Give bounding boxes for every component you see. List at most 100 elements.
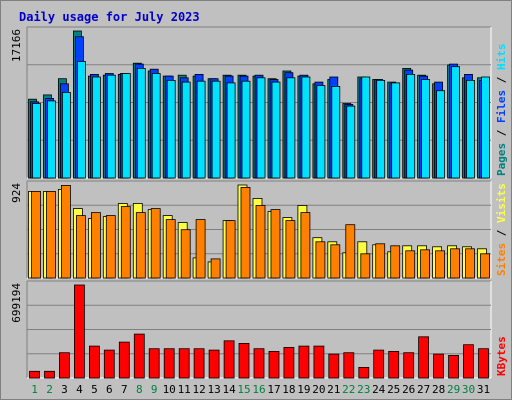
x-tick-label: 3 [61,383,68,396]
bar-kbytes [283,346,295,379]
x-tick-label: 22 [342,383,355,396]
bar-sites [76,215,86,279]
panel-legend: KBytes [495,336,508,376]
x-tick-label: 31 [477,383,490,396]
chart-panels: 17166 Pages / Files / Hits 924 Sites / Visi… [10,26,508,379]
bar-sites [180,229,191,279]
visits-panel: 924 Sites / Visits [10,180,508,279]
bar-hits [121,73,131,179]
bar-sites [165,219,176,279]
legend-entry: KBytes [495,336,508,376]
x-tick-label: 18 [282,383,295,396]
bar-kbytes [118,341,130,379]
bar-hits [421,79,431,179]
bar-hits [136,68,146,179]
bar-kbytes [418,336,430,379]
bar-sites [46,190,56,279]
bar-kbytes [44,370,55,379]
bar-sites [285,220,296,279]
bar-sites [405,250,416,279]
x-tick-label: 5 [91,383,98,396]
panel-legend: Sites / Visits [495,183,508,276]
bar-sites [120,206,131,279]
bar-hits [391,82,401,179]
bar-sites [315,241,326,279]
x-tick-label: 20 [312,383,325,396]
bar-kbytes [178,348,190,379]
bar-hits [331,86,341,179]
x-tick-label: 2 [46,383,53,396]
legend-entry: / [495,70,508,90]
x-axis-labels: 1 2 3 4 5 6 7 8 9 10 11 12 13 14 15 16 17 18 19 20 21 22 23 24 2… [31,383,490,396]
bar-hits [92,76,101,179]
bar-hits [286,77,296,179]
bar-hits [271,81,281,179]
bar-kbytes [193,348,205,379]
bar-sites [31,190,41,279]
bar-kbytes [478,348,489,379]
bar-kbytes [328,353,340,379]
bar-kbytes [133,333,145,379]
x-tick-label: 9 [151,383,158,396]
bar-kbytes [59,352,70,379]
bar-hits [211,80,221,179]
bar-kbytes [89,345,100,379]
bar-hits [436,90,446,179]
bar-sites [61,184,71,279]
bar-hits [451,66,461,179]
bar-sites [91,212,101,279]
y-max-label: 17166 [10,29,23,62]
legend-entry: Files [495,90,508,123]
bar-sites [480,253,490,279]
bar-sites [420,249,431,279]
legend-entry: Hits [495,44,508,71]
bar-hits [77,61,86,179]
bar-kbytes [208,349,220,379]
bar-sites [240,186,251,279]
bar-kbytes [313,345,325,379]
bar-sites [465,248,475,279]
legend-entry: Sites [495,243,508,276]
x-tick-label: 14 [222,383,236,396]
kbytes-panel: 699194 KBytes [10,280,508,379]
bar-hits [376,80,386,179]
bar-sites [195,219,206,279]
hits-panel: 17166 Pages / Files / Hits [10,26,508,179]
x-tick-label: 13 [207,383,220,396]
bar-sites [105,215,116,279]
legend-entry: Pages [495,143,508,176]
x-tick-label: 1 [31,383,38,396]
bar-hits [241,80,251,179]
x-tick-label: 16 [252,383,265,396]
bar-kbytes [358,366,370,379]
bar-hits [481,76,490,179]
bar-kbytes [463,344,474,379]
x-tick-label: 6 [106,383,113,396]
bar-sites [210,258,221,279]
bar-kbytes [148,348,160,379]
bar-kbytes [388,350,400,379]
x-tick-label: 29 [447,383,460,396]
bar-sites [270,209,281,279]
bar-hits [166,80,176,179]
bar-kbytes [448,354,460,379]
bar-sites [255,205,266,279]
bar-kbytes [29,370,40,379]
x-tick-label: 19 [297,383,310,396]
x-tick-label: 21 [327,383,340,396]
bar-hits [47,100,56,179]
x-tick-label: 8 [136,383,143,396]
bar-hits [226,82,236,179]
legend-entry: / [495,123,508,143]
bar-hits [361,76,371,179]
x-tick-label: 11 [178,383,191,396]
bar-hits [466,80,475,179]
x-tick-label: 10 [163,383,176,396]
bar-hits [196,80,206,179]
legend-entry: Visits [495,183,508,223]
bar-hits [406,74,416,179]
bar-sites [360,253,371,279]
bar-hits [106,74,116,179]
